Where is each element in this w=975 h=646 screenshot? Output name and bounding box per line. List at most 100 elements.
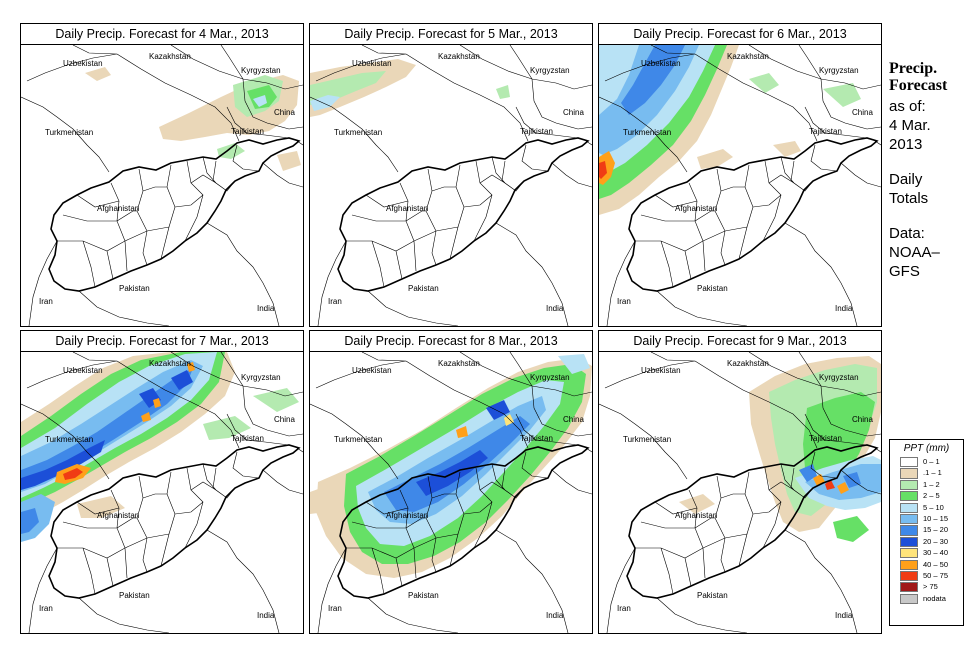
precip-overlay (21, 352, 299, 542)
svg-text:Pakistan: Pakistan (408, 591, 439, 600)
svg-text:Pakistan: Pakistan (697, 284, 728, 293)
legend-label: 50 – 75 (923, 570, 949, 580)
info-data-line1: Data: (889, 225, 925, 242)
forecast-panel-4-mar: Daily Precip. Forecast for 4 Mar., 2013 … (20, 23, 304, 327)
svg-text:Afghanistan: Afghanistan (386, 204, 428, 213)
legend-title: PPT (mm) (903, 443, 950, 454)
info-totals-line1: Daily (889, 171, 923, 188)
legend-swatch (900, 559, 918, 570)
legend-label: 0 – 1 (923, 457, 940, 466)
label-kyrgyzstan: Kyrgyzstan (241, 66, 281, 75)
forecast-panel-6-mar: Daily Precip. Forecast for 6 Mar., 2013 … (598, 23, 882, 327)
legend-swatch (900, 479, 918, 490)
info-data-line2: NOAA– (889, 244, 940, 261)
legend-item: 15 – 20 (890, 525, 963, 536)
legend-label: 30 – 40 (923, 548, 949, 558)
info-totals-line2: Totals (889, 190, 929, 207)
svg-text:Kazakhstan: Kazakhstan (438, 52, 480, 61)
forecast-panel-8-mar: Daily Precip. Forecast for 8 Mar., 2013 … (309, 330, 593, 634)
forecast-panel-5-mar: Daily Precip. Forecast for 5 Mar., 2013 … (309, 23, 593, 327)
legend-label: 40 – 50 (923, 559, 949, 569)
svg-text:Turkmenistan: Turkmenistan (334, 435, 382, 444)
legend-item: > 75 (890, 582, 963, 593)
label-afghanistan: Afghanistan (97, 204, 139, 213)
svg-text:Kazakhstan: Kazakhstan (727, 359, 769, 368)
label-uzbekistan: Uzbekistan (63, 59, 103, 68)
svg-text:Pakistan: Pakistan (408, 284, 439, 293)
svg-text:Uzbekistan: Uzbekistan (641, 59, 681, 68)
legend-swatch (900, 468, 918, 479)
svg-text:Pakistan: Pakistan (119, 591, 150, 600)
label-kazakhstan: Kazakhstan (149, 52, 191, 61)
map-labels: Kazakhstan Uzbekistan Kyrgyzstan China T… (328, 52, 584, 313)
svg-text:China: China (274, 415, 295, 424)
map-labels: Kazakhstan Uzbekistan Kyrgyzstan China T… (617, 359, 873, 620)
label-tajikistan: Tajikistan (231, 127, 264, 136)
svg-text:Turkmenistan: Turkmenistan (623, 435, 671, 444)
info-as-of: as of: (889, 98, 926, 115)
svg-text:Turkmenistan: Turkmenistan (45, 435, 93, 444)
svg-text:China: China (563, 108, 584, 117)
legend-item: nodata (890, 593, 963, 605)
svg-text:Tajikistan: Tajikistan (809, 434, 842, 443)
svg-text:Uzbekistan: Uzbekistan (352, 59, 392, 68)
legend-label: 15 – 20 (923, 525, 949, 535)
panel-title: Daily Precip. Forecast for 7 Mar., 2013 (21, 331, 303, 352)
legend-label: 5 – 10 (923, 502, 944, 512)
legend-label: 20 – 30 (923, 536, 949, 546)
label-pakistan: Pakistan (119, 284, 150, 293)
precip-overlay (85, 67, 301, 171)
svg-text:Kyrgyzstan: Kyrgyzstan (530, 373, 570, 382)
panel-title: Daily Precip. Forecast for 4 Mar., 2013 (21, 24, 303, 45)
panel-title: Daily Precip. Forecast for 8 Mar., 2013 (310, 331, 592, 352)
label-iran: Iran (39, 297, 53, 306)
map-labels: Kazakhstan Uzbekistan Kyrgyzstan China T… (39, 359, 295, 620)
svg-text:Afghanistan: Afghanistan (675, 511, 717, 520)
precip-overlay (599, 45, 861, 215)
svg-text:Kazakhstan: Kazakhstan (727, 52, 769, 61)
svg-text:Tajikistan: Tajikistan (520, 434, 553, 443)
info-date-line1: 4 Mar. (889, 117, 931, 134)
svg-text:India: India (546, 611, 564, 620)
svg-text:China: China (852, 108, 873, 117)
svg-text:Tajikistan: Tajikistan (809, 127, 842, 136)
label-turkmenistan: Turkmenistan (45, 128, 93, 137)
legend-swatch (900, 536, 918, 547)
legend-item: 5 – 10 (890, 502, 963, 514)
svg-text:India: India (546, 304, 564, 313)
svg-text:Iran: Iran (328, 604, 342, 613)
legend-item: 20 – 30 (890, 536, 963, 548)
svg-text:Kazakhstan: Kazakhstan (149, 359, 191, 368)
svg-text:China: China (563, 415, 584, 424)
svg-text:India: India (835, 304, 853, 313)
svg-text:Iran: Iran (328, 297, 342, 306)
forecast-info: Precip. Forecast as of: 4 Mar. 2013 Dail… (889, 60, 973, 281)
label-china: China (274, 108, 295, 117)
label-india: India (257, 304, 275, 313)
info-title-line1: Precip. (889, 60, 938, 77)
svg-text:Uzbekistan: Uzbekistan (352, 366, 392, 375)
info-date-line2: 2013 (889, 136, 923, 153)
legend-label: .1 – 1 (923, 468, 942, 478)
legend-item: 1 – 2 (890, 479, 963, 491)
svg-text:Iran: Iran (617, 604, 631, 613)
svg-text:Uzbekistan: Uzbekistan (641, 366, 681, 375)
svg-text:Iran: Iran (39, 604, 53, 613)
svg-text:India: India (835, 611, 853, 620)
legend-swatch (900, 491, 918, 502)
legend-swatch (900, 457, 918, 468)
precip-map: Kazakhstan Uzbekistan Kyrgyzstan China T… (310, 352, 592, 633)
legend-item: 50 – 75 (890, 570, 963, 582)
precip-overlay (310, 59, 510, 117)
svg-text:Turkmenistan: Turkmenistan (623, 128, 671, 137)
legend-label: nodata (923, 593, 946, 603)
legend-swatch (900, 570, 918, 582)
map-labels: Kazakhstan Uzbekistan Kyrgyzstan China T… (617, 52, 873, 313)
svg-text:Kyrgyzstan: Kyrgyzstan (530, 66, 570, 75)
forecast-panel-9-mar: Daily Precip. Forecast for 9 Mar., 2013 … (598, 330, 882, 634)
legend-label: 1 – 2 (923, 479, 940, 489)
legend-item: 10 – 15 (890, 513, 963, 525)
legend-item: 30 – 40 (890, 548, 963, 559)
precip-overlay (310, 354, 592, 578)
